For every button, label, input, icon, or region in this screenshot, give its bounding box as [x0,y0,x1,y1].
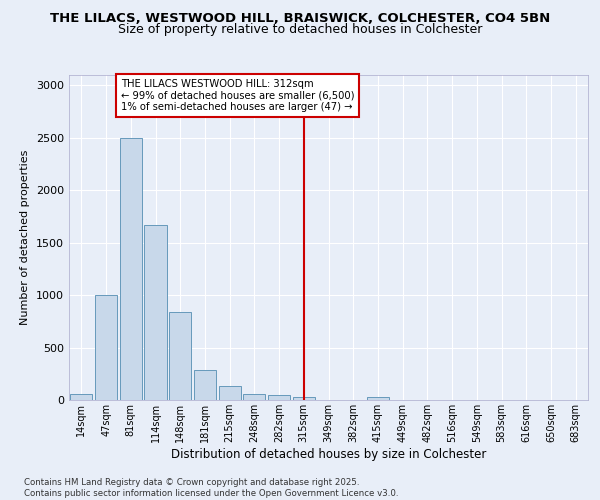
Text: Contains HM Land Registry data © Crown copyright and database right 2025.
Contai: Contains HM Land Registry data © Crown c… [24,478,398,498]
Text: THE LILACS, WESTWOOD HILL, BRAISWICK, COLCHESTER, CO4 5BN: THE LILACS, WESTWOOD HILL, BRAISWICK, CO… [50,12,550,26]
Y-axis label: Number of detached properties: Number of detached properties [20,150,31,325]
Bar [169,312,191,400]
Bar [95,295,117,400]
Bar [70,394,92,400]
Bar [145,225,167,400]
Bar [119,138,142,400]
X-axis label: Distribution of detached houses by size in Colchester: Distribution of detached houses by size … [171,448,486,460]
Bar [367,397,389,400]
Bar [194,370,216,400]
Bar [218,386,241,400]
Text: Size of property relative to detached houses in Colchester: Size of property relative to detached ho… [118,22,482,36]
Text: THE LILACS WESTWOOD HILL: 312sqm
← 99% of detached houses are smaller (6,500)
1%: THE LILACS WESTWOOD HILL: 312sqm ← 99% o… [121,79,355,112]
Bar [268,395,290,400]
Bar [243,394,265,400]
Bar [293,397,315,400]
